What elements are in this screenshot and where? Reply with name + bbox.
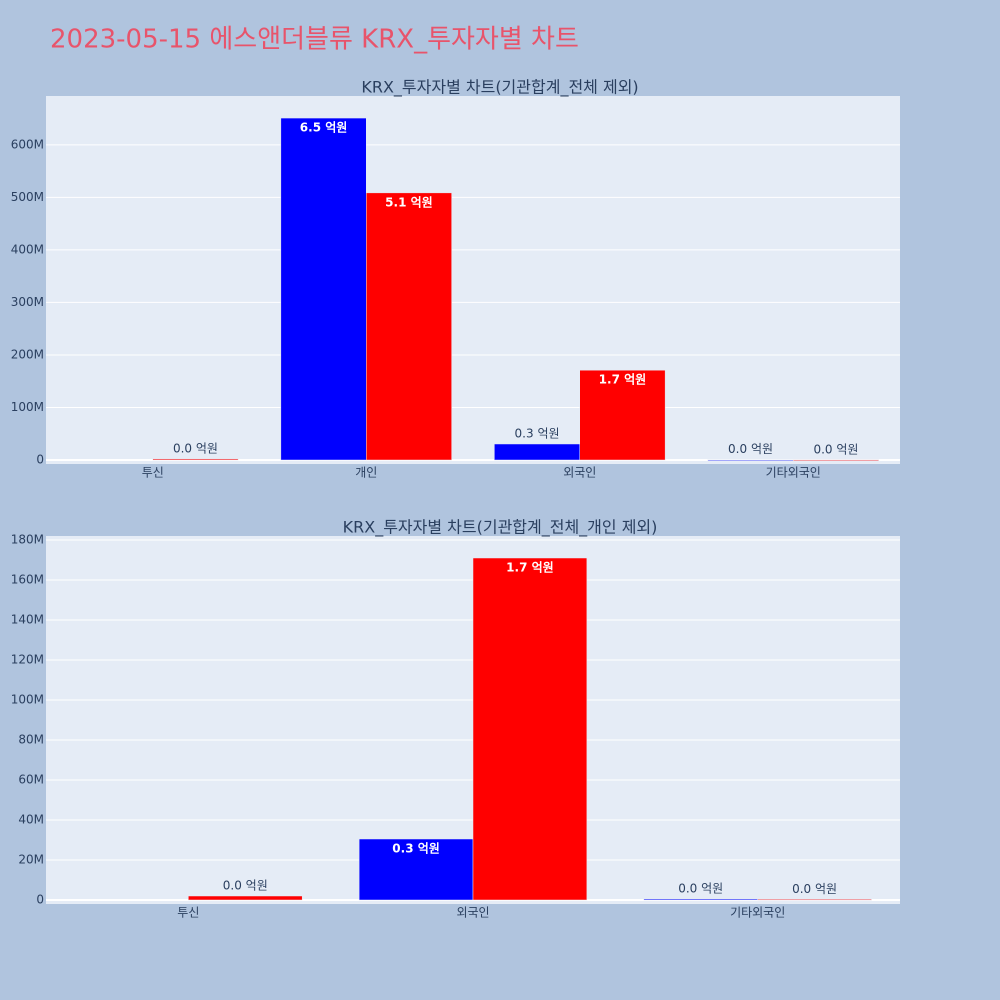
x-tick-label: 외국인: [456, 906, 489, 920]
data-label: 1.7 억원: [599, 373, 647, 387]
y-tick-label: 600M: [11, 137, 44, 151]
data-label: 6.5 억원: [300, 121, 348, 135]
data-label: 5.1 억원: [385, 195, 433, 209]
x-tick-label: 개인: [355, 466, 377, 480]
y-tick-label: 100M: [11, 400, 44, 414]
y-tick-label: 0: [36, 453, 44, 467]
y-tick-label: 120M: [11, 653, 44, 667]
bar: [472, 557, 588, 901]
plot-area: [46, 96, 900, 464]
bar: [366, 192, 452, 461]
y-tick-label: 400M: [11, 242, 44, 256]
y-tick-label: 180M: [11, 533, 44, 547]
x-tick-label: 기타외국인: [766, 466, 821, 480]
data-label: 0.0 억원: [728, 442, 773, 456]
bar: [579, 369, 666, 461]
bar: [707, 459, 794, 461]
page-title: 2023-05-15 에스앤더블류 KRX_투자자별 차트: [50, 25, 579, 55]
bar: [188, 895, 303, 901]
bar: [280, 117, 367, 461]
y-tick-label: 100M: [11, 693, 44, 707]
data-label: 0.0 억원: [223, 879, 268, 893]
y-tick-label: 140M: [11, 613, 44, 627]
y-tick-label: 20M: [18, 853, 44, 867]
y-tick-label: 500M: [11, 190, 44, 204]
y-tick-label: 60M: [18, 773, 44, 787]
y-tick-label: 40M: [18, 813, 44, 827]
chart-title: KRX_투자자별 차트(기관합계_전체_개인 제외): [343, 518, 658, 538]
data-label: 0.3 억원: [392, 842, 440, 856]
bar: [643, 898, 758, 901]
y-tick-label: 200M: [11, 347, 44, 361]
x-tick-label: 투신: [142, 466, 164, 480]
y-tick-label: 80M: [18, 733, 44, 747]
bar: [793, 459, 879, 461]
data-label: 0.0 억원: [173, 441, 218, 455]
y-tick-label: 160M: [11, 573, 44, 587]
data-label: 0.3 억원: [515, 426, 560, 440]
x-tick-label: 외국인: [563, 466, 596, 480]
x-tick-label: 투신: [177, 906, 199, 920]
data-label: 0.0 억원: [678, 882, 723, 896]
data-label: 0.0 억원: [792, 882, 837, 896]
bar: [757, 899, 872, 901]
data-label: 0.0 억원: [813, 442, 858, 456]
bar: [358, 838, 474, 901]
y-tick-label: 300M: [11, 295, 44, 309]
bar: [494, 443, 581, 461]
y-tick-label: 0: [36, 893, 44, 907]
bar: [152, 458, 239, 461]
x-tick-label: 기타외국인: [730, 906, 785, 920]
data-label: 1.7 억원: [506, 561, 554, 575]
chart-title: KRX_투자자별 차트(기관합계_전체 제외): [361, 78, 638, 98]
